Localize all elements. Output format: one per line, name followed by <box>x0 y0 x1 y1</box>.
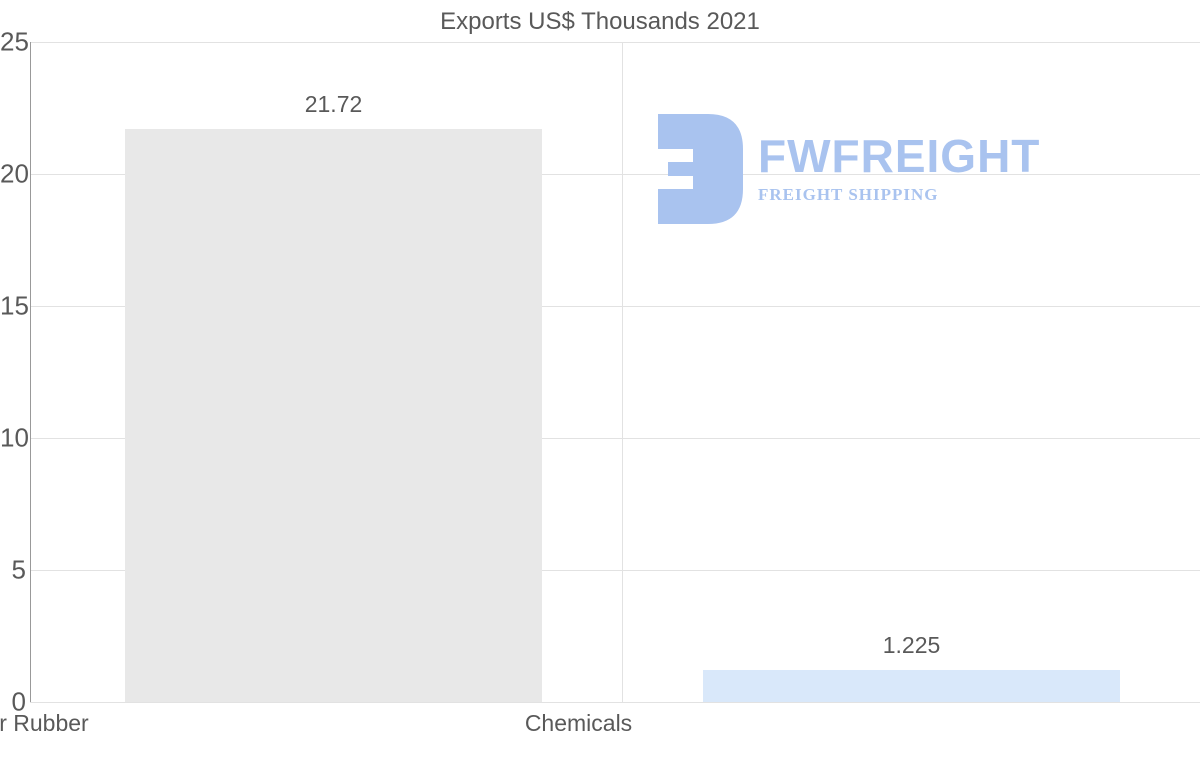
gridline-0 <box>30 702 1200 703</box>
category-label-chemicals: Chemicals <box>370 710 787 737</box>
chart-title: Exports US$ Thousands 2021 <box>0 8 1200 36</box>
ytick-10: 10 <box>0 423 26 454</box>
ytick-5: 5 <box>0 555 26 586</box>
brand-logo-icon <box>648 114 743 224</box>
brand-name-text: FWFREIGHT <box>758 133 1040 179</box>
value-label-plastic-or-rubber: 21.72 <box>125 91 542 118</box>
category-label-plastic-or-rubber: Plastic or Rubber <box>0 710 209 737</box>
ytick-25: 25 <box>0 27 26 58</box>
gridline-25 <box>30 42 1200 43</box>
bar-plastic-or-rubber[interactable]: 21.72 <box>125 129 542 702</box>
brand-watermark: FWFREIGHT FREIGHT SHIPPING <box>648 104 1148 234</box>
plot-area: 25 20 15 10 5 0 21.72 1.225 Plastic or R… <box>0 42 1200 702</box>
value-label-chemicals: 1.225 <box>703 632 1120 659</box>
y-axis-line <box>30 42 31 702</box>
brand-text-block: FWFREIGHT FREIGHT SHIPPING <box>758 133 1040 205</box>
ytick-15: 15 <box>0 291 26 322</box>
ytick-20: 20 <box>0 159 26 190</box>
chart-container: Exports US$ Thousands 2021 25 20 15 10 5… <box>0 0 1200 763</box>
bar-chemicals[interactable]: 1.225 <box>703 670 1120 702</box>
brand-tagline-text: FREIGHT SHIPPING <box>758 185 1040 205</box>
category-divider <box>622 42 623 702</box>
